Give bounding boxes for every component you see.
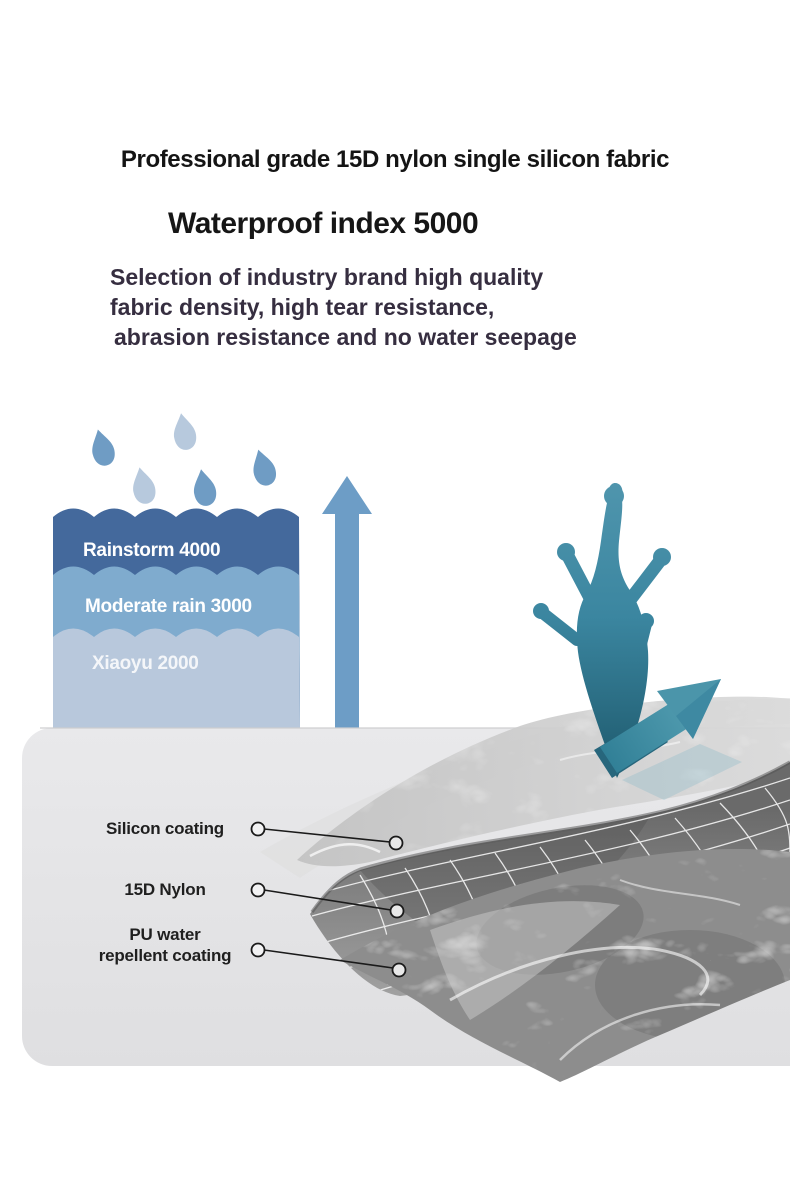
waterproof-up-arrow-icon — [322, 476, 372, 728]
annotation-line-silicon — [250, 821, 404, 851]
description-line-2: fabric density, high tear resistance, — [110, 294, 495, 320]
bounce-arrow-icon — [594, 679, 721, 778]
label-15d-nylon: 15D Nylon — [124, 880, 206, 899]
page-description: Selection of industry brand high quality… — [110, 262, 577, 352]
label-pu-coating-line-1: PU water — [129, 925, 201, 944]
level-label-moderate: Moderate rain 3000 — [85, 596, 252, 617]
level-label-xiaoyu: Xiaoyu 2000 — [92, 653, 199, 674]
annotation-line-nylon — [250, 882, 405, 919]
bounce-arrow-reflection — [622, 744, 742, 800]
annotation-callouts — [250, 821, 407, 978]
page-title: Professional grade 15D nylon single sili… — [120, 146, 670, 173]
annotation-line-pu — [250, 942, 407, 978]
water-splash-icon — [533, 483, 671, 778]
description-line-3: abrasion resistance and no water seepage — [114, 324, 577, 350]
label-pu-coating: PU water repellent coating — [35, 924, 295, 966]
rain-level-tank — [53, 508, 300, 728]
rain-drops-icon — [92, 413, 277, 506]
label-pu-coating-line-2: repellent coating — [98, 946, 232, 965]
fabric-pu-sheet — [340, 848, 790, 1082]
level-light-layer — [53, 628, 300, 728]
level-label-rainstorm: Rainstorm 4000 — [83, 540, 221, 561]
description-line-1: Selection of industry brand high quality — [110, 264, 544, 290]
page-subtitle: Waterproof index 5000 — [168, 207, 479, 240]
label-silicon-coating: Silicon coating — [106, 819, 224, 838]
